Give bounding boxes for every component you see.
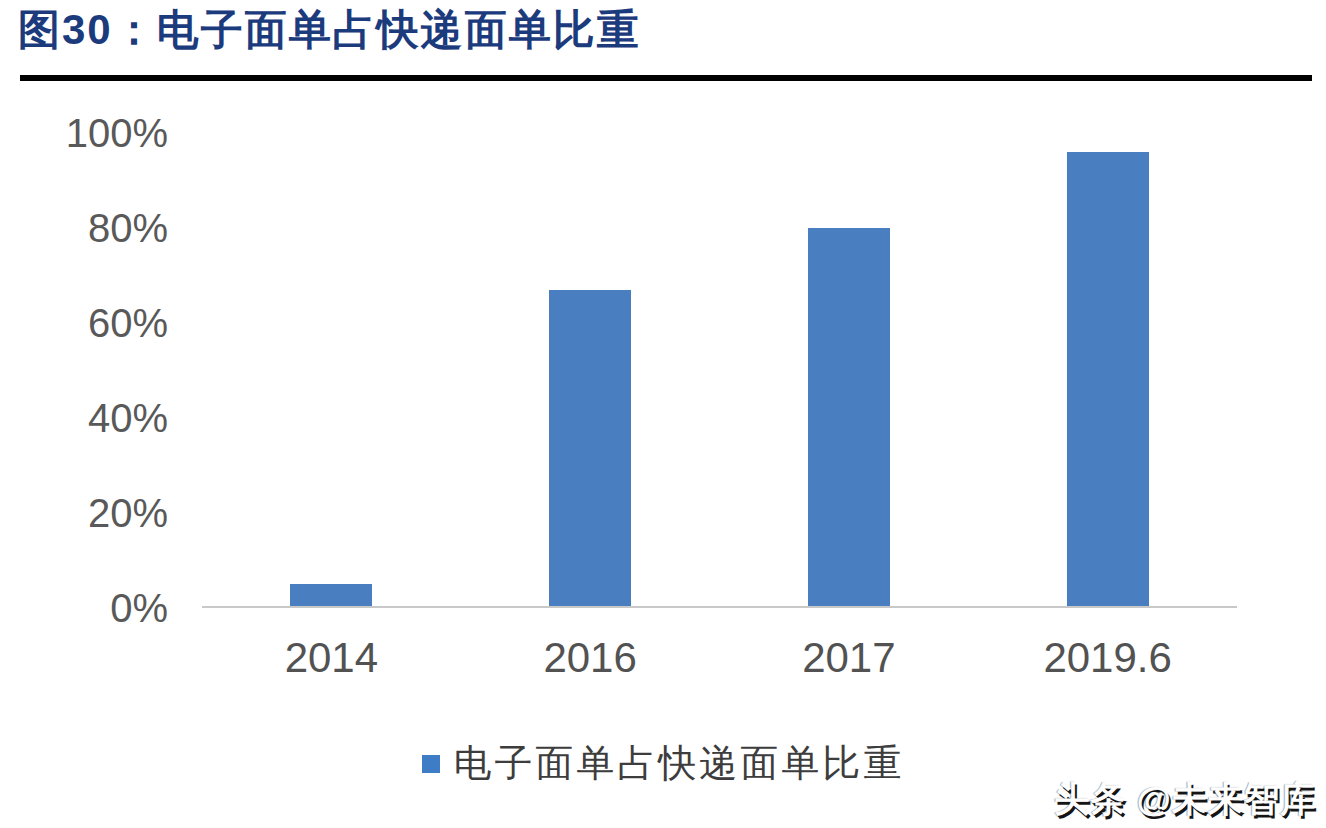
watermark: 头条 @未来智库 [1054,776,1316,823]
y-tick-label-80: 80% [58,206,168,251]
x-tick-label-2016: 2016 [461,634,720,682]
y-tick-label-0: 0% [58,586,168,631]
y-axis: 100%80%60%40%20%0% [58,133,168,608]
x-axis-labels: 2014201620172019.6 [202,634,1237,684]
bar-2014 [290,584,372,608]
plot-area [202,133,1237,608]
y-tick-label-40: 40% [58,396,168,441]
legend-label: 电子面单占快递面单比重 [454,738,905,789]
bar-2017 [808,228,890,608]
x-tick-label-2014: 2014 [202,634,461,682]
y-tick-label-20: 20% [58,491,168,536]
figure-page: 图30：电子面单占快递面单比重 100%80%60%40%20%0% 20142… [0,0,1326,828]
bar-2019.6 [1067,152,1149,608]
x-axis-line [202,606,1237,608]
bar-2016 [549,290,631,608]
x-tick-label-2017: 2017 [720,634,979,682]
x-tick-label-2019.6: 2019.6 [978,634,1237,682]
legend-swatch-icon [422,755,440,773]
y-tick-label-100: 100% [58,111,168,156]
bar-chart: 100% 80% 60% 40% 20% 0% 2014201620172019.6 [0,0,1326,828]
y-tick-label-60: 60% [58,301,168,346]
